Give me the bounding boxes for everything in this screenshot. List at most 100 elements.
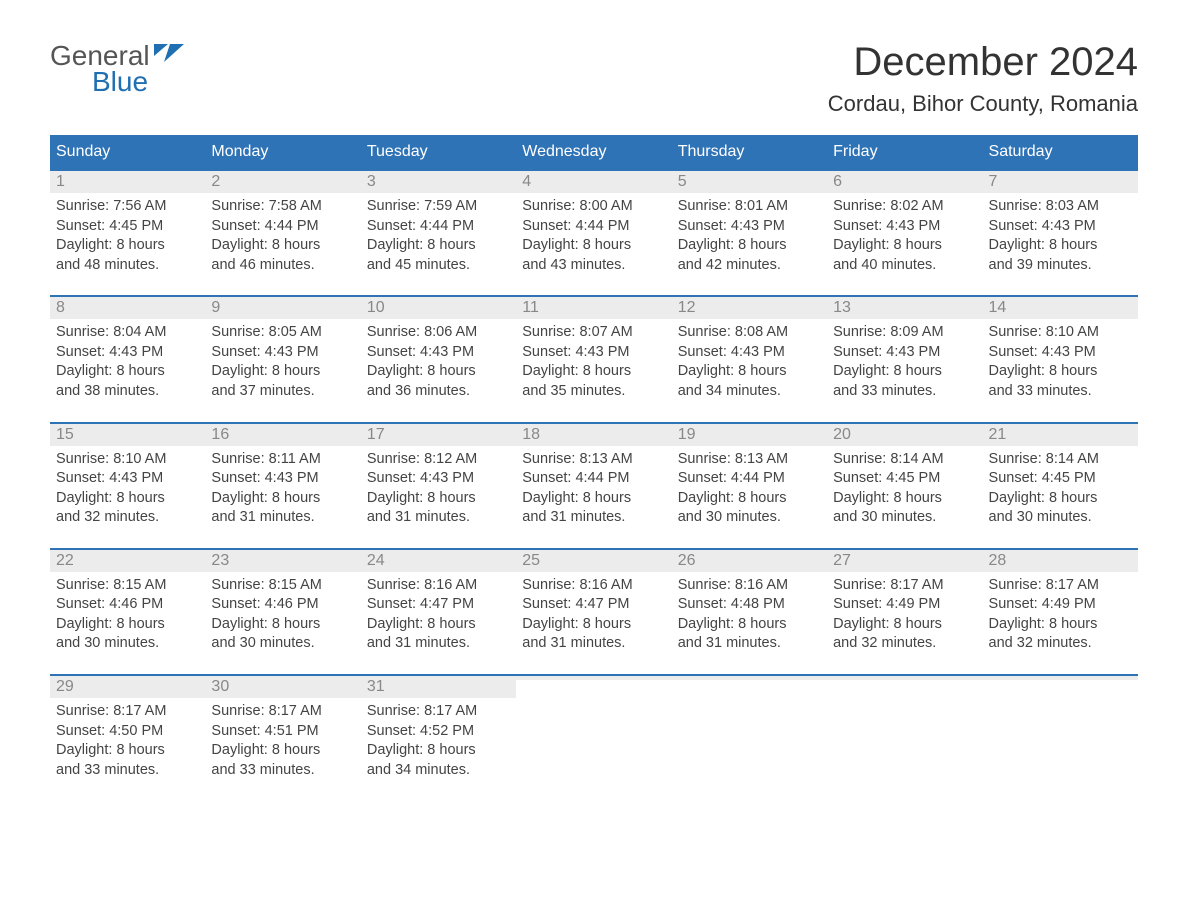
- calendar-cell: 6Sunrise: 8:02 AMSunset: 4:43 PMDaylight…: [827, 171, 982, 281]
- cell-dl2: and 42 minutes.: [678, 256, 821, 276]
- cell-dl2: and 31 minutes.: [367, 634, 510, 654]
- cell-sunset: Sunset: 4:43 PM: [833, 343, 976, 363]
- cell-dl1: Daylight: 8 hours: [833, 489, 976, 509]
- cell-dl1: Daylight: 8 hours: [833, 615, 976, 635]
- cell-dl2: and 39 minutes.: [989, 256, 1132, 276]
- cell-dl2: and 30 minutes.: [56, 634, 199, 654]
- cell-sunset: Sunset: 4:43 PM: [678, 343, 821, 363]
- cell-sunrise: Sunrise: 8:15 AM: [211, 576, 354, 596]
- day-number: 6: [833, 173, 842, 190]
- cell-dl2: and 43 minutes.: [522, 256, 665, 276]
- cell-body: Sunrise: 8:03 AMSunset: 4:43 PMDaylight:…: [983, 193, 1138, 281]
- calendar-cell: 29Sunrise: 8:17 AMSunset: 4:50 PMDayligh…: [50, 676, 205, 786]
- cell-sunrise: Sunrise: 8:00 AM: [522, 197, 665, 217]
- cell-body: Sunrise: 7:59 AMSunset: 4:44 PMDaylight:…: [361, 193, 516, 281]
- cell-dl2: and 30 minutes.: [989, 508, 1132, 528]
- day-number: 10: [367, 299, 385, 316]
- calendar-cell: 30Sunrise: 8:17 AMSunset: 4:51 PMDayligh…: [205, 676, 360, 786]
- calendar-cell: 28Sunrise: 8:17 AMSunset: 4:49 PMDayligh…: [983, 550, 1138, 660]
- day-number: 31: [367, 678, 385, 695]
- cell-dl1: Daylight: 8 hours: [56, 489, 199, 509]
- day-header: Monday: [205, 135, 360, 169]
- cell-dl2: and 30 minutes.: [833, 508, 976, 528]
- cell-sunset: Sunset: 4:47 PM: [367, 595, 510, 615]
- cell-body: Sunrise: 8:15 AMSunset: 4:46 PMDaylight:…: [50, 572, 205, 660]
- day-number: 15: [56, 426, 74, 443]
- cell-dl1: Daylight: 8 hours: [678, 489, 821, 509]
- cell-dl2: and 31 minutes.: [367, 508, 510, 528]
- cell-dl1: Daylight: 8 hours: [56, 236, 199, 256]
- cell-dl1: Daylight: 8 hours: [367, 236, 510, 256]
- calendar-cell: 21Sunrise: 8:14 AMSunset: 4:45 PMDayligh…: [983, 424, 1138, 534]
- cell-dl2: and 46 minutes.: [211, 256, 354, 276]
- cell-body: Sunrise: 7:58 AMSunset: 4:44 PMDaylight:…: [205, 193, 360, 281]
- cell-sunrise: Sunrise: 8:08 AM: [678, 323, 821, 343]
- cell-sunrise: Sunrise: 8:06 AM: [367, 323, 510, 343]
- day-number: 8: [56, 299, 65, 316]
- cell-dl2: and 34 minutes.: [678, 382, 821, 402]
- title-block: December 2024 Cordau, Bihor County, Roma…: [828, 40, 1138, 117]
- cell-sunrise: Sunrise: 8:10 AM: [56, 450, 199, 470]
- cell-sunset: Sunset: 4:43 PM: [522, 343, 665, 363]
- cell-dl1: Daylight: 8 hours: [833, 236, 976, 256]
- cell-sunrise: Sunrise: 8:17 AM: [56, 702, 199, 722]
- cell-sunset: Sunset: 4:49 PM: [833, 595, 976, 615]
- cell-sunrise: Sunrise: 8:13 AM: [678, 450, 821, 470]
- cell-body: Sunrise: 8:17 AMSunset: 4:51 PMDaylight:…: [205, 698, 360, 786]
- cell-body: Sunrise: 8:16 AMSunset: 4:47 PMDaylight:…: [361, 572, 516, 660]
- cell-sunset: Sunset: 4:43 PM: [989, 217, 1132, 237]
- cell-sunset: Sunset: 4:44 PM: [211, 217, 354, 237]
- calendar-cell: 15 Sunrise: 8:10 AMSunset: 4:43 PMDayligh…: [50, 424, 205, 534]
- cell-dl2: and 38 minutes.: [56, 382, 199, 402]
- cell-body: Sunrise: 8:01 AMSunset: 4:43 PMDaylight:…: [672, 193, 827, 281]
- cell-dl1: Daylight: 8 hours: [522, 489, 665, 509]
- cell-body: Sunrise: 8:06 AMSunset: 4:43 PMDaylight:…: [361, 319, 516, 407]
- cell-dl2: and 30 minutes.: [678, 508, 821, 528]
- day-number: 13: [833, 299, 851, 316]
- calendar-cell: 12Sunrise: 8:08 AMSunset: 4:43 PMDayligh…: [672, 297, 827, 407]
- day-header: Tuesday: [361, 135, 516, 169]
- cell-sunset: Sunset: 4:43 PM: [56, 469, 199, 489]
- cell-sunrise: Sunrise: 8:16 AM: [367, 576, 510, 596]
- day-number: 22: [56, 552, 74, 569]
- cell-dl1: Daylight: 8 hours: [211, 489, 354, 509]
- day-header: Friday: [827, 135, 982, 169]
- calendar-cell: 11Sunrise: 8:07 AMSunset: 4:43 PMDayligh…: [516, 297, 671, 407]
- calendar-week: 29Sunrise: 8:17 AMSunset: 4:50 PMDayligh…: [50, 674, 1138, 786]
- calendar-cell: 4Sunrise: 8:00 AMSunset: 4:44 PMDaylight…: [516, 171, 671, 281]
- calendar-cell: 8Sunrise: 8:04 AMSunset: 4:43 PMDaylight…: [50, 297, 205, 407]
- cell-dl1: Daylight: 8 hours: [833, 362, 976, 382]
- cell-sunset: Sunset: 4:43 PM: [367, 343, 510, 363]
- cell-dl1: Daylight: 8 hours: [678, 236, 821, 256]
- cell-sunrise: Sunrise: 8:14 AM: [833, 450, 976, 470]
- cell-sunset: Sunset: 4:45 PM: [56, 217, 199, 237]
- cell-sunrise: Sunrise: 8:03 AM: [989, 197, 1132, 217]
- calendar-cell: 25Sunrise: 8:16 AMSunset: 4:47 PMDayligh…: [516, 550, 671, 660]
- cell-body: Sunrise: 8:09 AMSunset: 4:43 PMDaylight:…: [827, 319, 982, 407]
- cell-sunrise: Sunrise: 8:12 AM: [367, 450, 510, 470]
- day-number: 20: [833, 426, 851, 443]
- calendar-cell: 5Sunrise: 8:01 AMSunset: 4:43 PMDaylight…: [672, 171, 827, 281]
- day-number: 12: [678, 299, 696, 316]
- day-number: 11: [522, 299, 539, 316]
- day-number: 16: [211, 426, 229, 443]
- cell-dl2: and 36 minutes.: [367, 382, 510, 402]
- cell-dl1: Daylight: 8 hours: [522, 236, 665, 256]
- day-number: 28: [989, 552, 1007, 569]
- calendar-cell: 24Sunrise: 8:16 AMSunset: 4:47 PMDayligh…: [361, 550, 516, 660]
- cell-dl1: Daylight: 8 hours: [211, 362, 354, 382]
- calendar-cell: 3Sunrise: 7:59 AMSunset: 4:44 PMDaylight…: [361, 171, 516, 281]
- calendar-cell: [672, 676, 827, 786]
- cell-body: Sunrise: 8:11 AMSunset: 4:43 PMDaylight:…: [205, 446, 360, 534]
- cell-sunrise: Sunrise: 8:16 AM: [522, 576, 665, 596]
- page-title: December 2024: [828, 40, 1138, 85]
- cell-sunset: Sunset: 4:43 PM: [211, 469, 354, 489]
- cell-sunset: Sunset: 4:45 PM: [833, 469, 976, 489]
- cell-dl1: Daylight: 8 hours: [678, 615, 821, 635]
- day-header: Saturday: [983, 135, 1138, 169]
- location-subtitle: Cordau, Bihor County, Romania: [828, 91, 1138, 117]
- cell-body: Sunrise: 8:00 AMSunset: 4:44 PMDaylight:…: [516, 193, 671, 281]
- cell-sunrise: Sunrise: 7:59 AM: [367, 197, 510, 217]
- cell-dl2: and 48 minutes.: [56, 256, 199, 276]
- cell-dl1: Daylight: 8 hours: [522, 615, 665, 635]
